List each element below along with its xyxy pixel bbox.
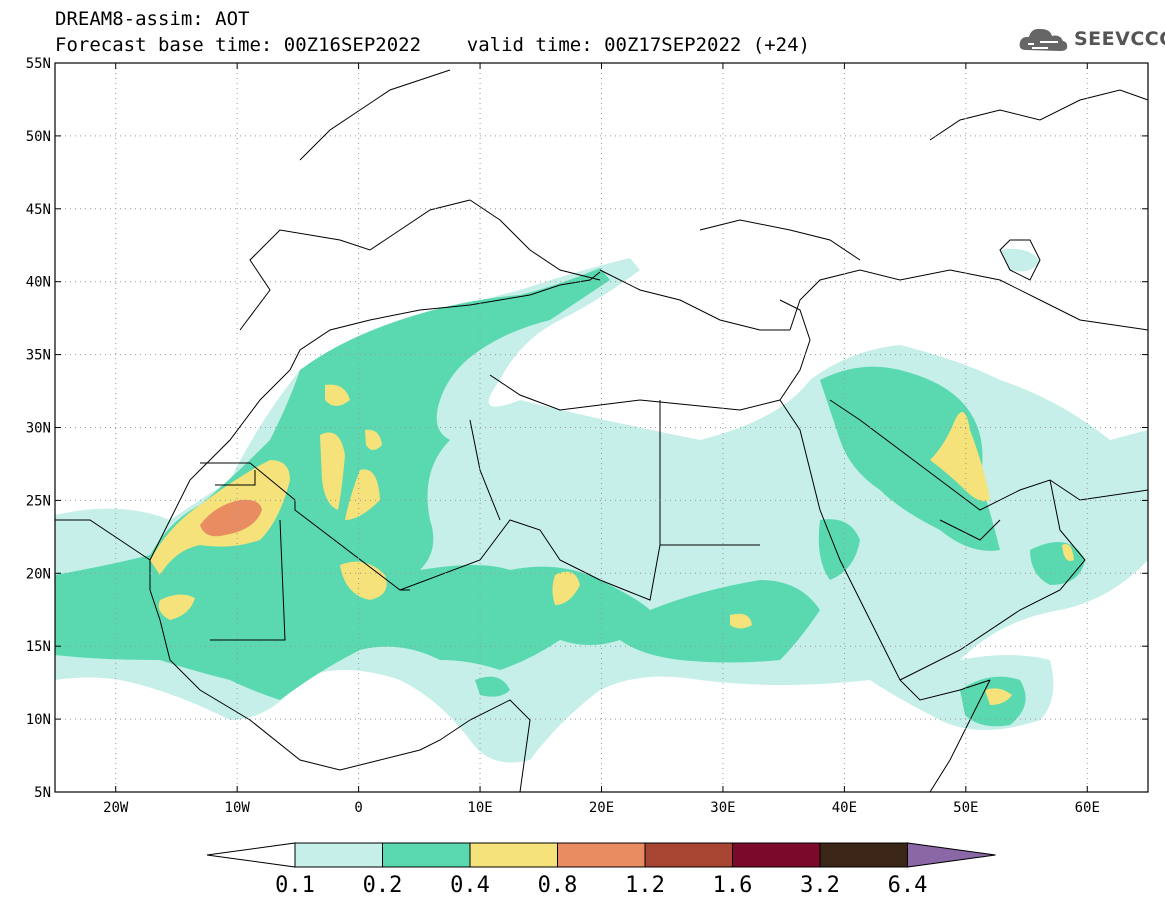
coastlines [55, 69, 1148, 792]
lon-tick-label: 20E [589, 800, 614, 816]
axis-ticks: 55N 50N 45N 40N 35N 30N 25N 20N 15N 10N 5N 20W 10W 0 1… [26, 56, 1148, 816]
lat-tick-label: 10N [26, 712, 51, 728]
aot-shading [55, 248, 1148, 763]
logo-text: SEEVCCC [1074, 28, 1165, 50]
colorbar-min-arrow [206, 842, 296, 868]
graticule [55, 63, 1148, 792]
lon-tick-label: 60E [1075, 800, 1100, 816]
lon-tick-label: 10W [225, 800, 251, 816]
aot-level-0.8 [200, 499, 262, 537]
lon-tick-label: 10E [467, 800, 492, 816]
colorbar-label: 0.2 [363, 873, 403, 898]
lon-tick-label: 50E [953, 800, 978, 816]
colorbar-segment [469, 842, 558, 868]
lon-tick-label: 40E [832, 800, 857, 816]
lat-tick-label: 25N [26, 493, 51, 509]
forecast-time-line: Forecast base time: 00Z16SEP2022 valid t… [55, 34, 810, 56]
seevccc-logo: SEEVCCC [1018, 24, 1165, 56]
colorbar-label: 6.4 [888, 873, 928, 898]
map-title: DREAM8-assim: AOT [55, 8, 250, 30]
lat-tick-label: 20N [26, 566, 51, 582]
colorbar-label: 3.2 [800, 873, 840, 898]
colorbar-segment [294, 842, 383, 868]
cloud-icon [1019, 28, 1068, 51]
colorbar-segment [557, 842, 646, 868]
colorbar-label: 1.6 [713, 873, 753, 898]
lat-tick-label: 40N [26, 275, 51, 291]
lon-tick-label: 30E [710, 800, 735, 816]
aot-level-0.2 [55, 268, 1085, 727]
colorbar-segment [732, 842, 821, 868]
colorbar-segment [382, 842, 471, 868]
lat-tick-label: 35N [26, 348, 51, 364]
lat-tick-label: 5N [34, 785, 51, 801]
lat-tick-label: 15N [26, 639, 51, 655]
lon-tick-label: 0 [354, 800, 362, 816]
colorbar-segment [819, 842, 908, 868]
colorbar-segment [644, 842, 733, 868]
lat-tick-label: 55N [26, 56, 51, 72]
colorbar-label: 0.8 [538, 873, 578, 898]
lat-tick-label: 30N [26, 421, 51, 437]
colorbar: 0.1 0.2 0.4 0.8 1.2 1.6 3.2 6.4 [206, 842, 996, 898]
colorbar-label: 1.2 [625, 873, 665, 898]
colorbar-label: 0.1 [275, 873, 315, 898]
colorbar-label: 0.4 [450, 873, 490, 898]
lat-tick-label: 45N [26, 202, 51, 218]
lon-tick-label: 20W [103, 800, 129, 816]
lat-tick-label: 50N [26, 129, 51, 145]
colorbar-max-arrow [907, 842, 996, 868]
